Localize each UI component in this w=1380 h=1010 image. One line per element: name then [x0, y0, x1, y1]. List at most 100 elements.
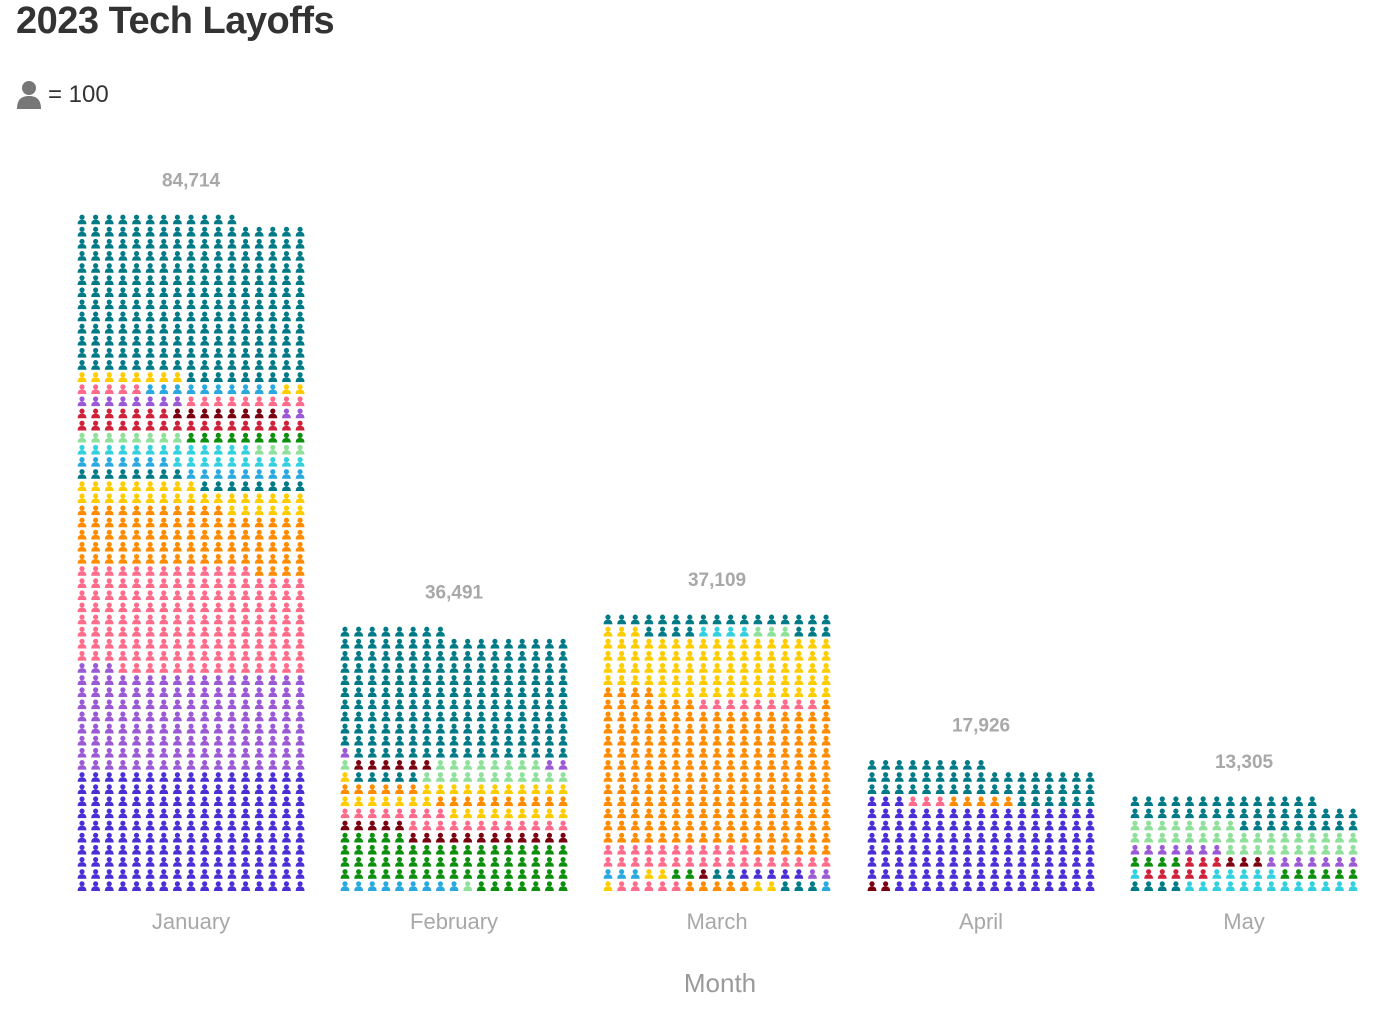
- person-icon: [173, 663, 182, 673]
- person-icon: [463, 747, 473, 758]
- person-icon: [1157, 869, 1167, 879]
- person-icon: [658, 772, 667, 782]
- person-icon: [395, 796, 404, 807]
- person-icon: [77, 444, 87, 455]
- person-icon: [1266, 832, 1276, 843]
- person-icon: [77, 541, 87, 552]
- person-icon: [545, 772, 554, 782]
- person-icon: [476, 723, 486, 734]
- person-icon: [658, 650, 667, 661]
- person-icon: [949, 796, 959, 807]
- person-icon: [821, 784, 831, 795]
- person-icon: [173, 590, 182, 601]
- person-icon: [395, 820, 404, 831]
- person-icon: [145, 711, 155, 722]
- person-icon: [227, 760, 237, 770]
- person-icon: [200, 311, 210, 322]
- person-icon: [712, 711, 722, 722]
- person-icon: [145, 529, 155, 540]
- person-icon: [118, 772, 128, 782]
- person-icon: [422, 650, 432, 661]
- person-icon: [268, 469, 278, 479]
- person-icon: [1144, 881, 1154, 891]
- person-icon: [1348, 808, 1358, 819]
- person-icon: [213, 444, 223, 455]
- person-icon: [91, 869, 101, 879]
- person-icon: [295, 360, 305, 370]
- person-icon: [780, 687, 790, 698]
- person-icon: [436, 796, 445, 807]
- person-icon: [644, 869, 654, 879]
- person-icon: [395, 735, 404, 746]
- person-icon: [77, 687, 87, 698]
- person-icon: [186, 444, 196, 455]
- person-icon: [173, 299, 182, 310]
- person-icon: [200, 820, 210, 831]
- person-icon: [91, 275, 101, 285]
- person-icon: [354, 784, 364, 795]
- person-icon: [104, 238, 114, 249]
- person-icon: [254, 735, 264, 746]
- person-icon: [241, 844, 250, 855]
- person-icon: [268, 663, 278, 673]
- person-icon: [295, 578, 305, 588]
- person-icon: [254, 856, 264, 867]
- person-icon: [808, 760, 817, 770]
- person-icon: [200, 881, 210, 891]
- person-icon: [630, 626, 640, 637]
- person-icon: [173, 384, 182, 395]
- person-icon: [617, 808, 627, 819]
- person-icon: [753, 687, 763, 698]
- person-icon: [794, 650, 804, 661]
- person-icon: [77, 869, 87, 879]
- person-icon: [118, 469, 128, 479]
- person-icon: [268, 529, 278, 540]
- person-icon: [295, 372, 305, 382]
- person-icon: [77, 311, 87, 322]
- person-icon: [712, 784, 722, 795]
- person-icon: [254, 881, 264, 891]
- person-icon: [104, 844, 114, 855]
- person-icon: [241, 432, 250, 443]
- person-icon: [77, 226, 87, 237]
- person-icon: [517, 638, 527, 649]
- person-icon: [381, 869, 391, 879]
- person-icon: [630, 675, 640, 685]
- person-icon: [808, 772, 817, 782]
- person-icon: [200, 335, 210, 346]
- person-icon: [395, 711, 404, 722]
- person-icon: [753, 614, 763, 625]
- person-icon: [504, 735, 513, 746]
- person-icon: [282, 590, 291, 601]
- person-icon: [644, 699, 654, 710]
- person-icon: [712, 614, 722, 625]
- person-icon: [213, 457, 223, 467]
- person-icon: [354, 881, 364, 891]
- person-icon: [213, 711, 223, 722]
- person-icon: [282, 869, 291, 879]
- person-icon: [1130, 832, 1140, 843]
- person-icon: [685, 747, 695, 758]
- person-icon: [422, 808, 432, 819]
- person-icon: [213, 687, 223, 698]
- person-icon: [254, 408, 264, 419]
- person-icon: [517, 760, 527, 770]
- person-icon: [517, 856, 527, 867]
- person-icon: [699, 832, 708, 843]
- person-icon: [780, 832, 790, 843]
- person-icon: [794, 784, 804, 795]
- person-icon: [976, 784, 986, 795]
- person-icon: [963, 772, 972, 782]
- person-icon: [200, 869, 210, 879]
- person-icon: [282, 311, 291, 322]
- x-tick-label: May: [1223, 909, 1265, 934]
- person-icon: [213, 663, 223, 673]
- person-icon: [395, 675, 404, 685]
- person-icon: [354, 675, 364, 685]
- person-icon: [644, 663, 654, 673]
- person-icon: [213, 602, 223, 613]
- person-icon: [821, 711, 831, 722]
- person-icon: [739, 844, 749, 855]
- person-icon: [295, 747, 305, 758]
- person-icon: [118, 481, 128, 492]
